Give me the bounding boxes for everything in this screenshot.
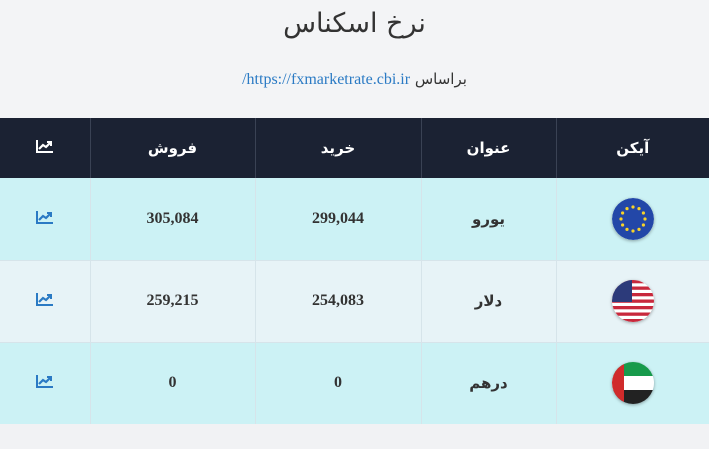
column-header-buy: خرید [254, 118, 421, 178]
table-header-row: آیکن عنوان خرید فروش [0, 118, 709, 178]
currency-name: یورو [420, 178, 556, 261]
source-link[interactable]: https://fxmarketrate.cbi.ir/ [242, 71, 411, 88]
footer-strip [0, 424, 709, 449]
sell-rate: 305,084 [89, 178, 255, 261]
column-header-sell: فروش [89, 118, 255, 178]
chart-cell [0, 342, 90, 425]
buy-rate: 299,044 [254, 178, 421, 261]
sell-rate: 259,215 [89, 260, 255, 343]
page-title: نرخ اسکناس [283, 8, 426, 39]
currency-icon-cell [555, 260, 709, 343]
source-prefix: براساس [414, 70, 467, 88]
currency-icon-cell [555, 342, 709, 425]
eu-flag-icon [611, 197, 654, 240]
sell-rate: 0 [89, 342, 255, 425]
currency-icon-cell [555, 178, 709, 261]
chart-line-icon[interactable] [35, 374, 54, 392]
chart-line-icon[interactable] [35, 292, 54, 310]
currency-name: دلار [420, 260, 556, 343]
currency-name: درهم [420, 342, 556, 425]
table-row: یورو 299,044 305,084 [0, 178, 709, 261]
chart-cell [0, 260, 90, 343]
column-header-title: عنوان [420, 118, 556, 178]
buy-rate: 0 [254, 342, 421, 425]
buy-rate: 254,083 [254, 260, 421, 343]
rates-table: آیکن عنوان خرید فروش [0, 118, 709, 425]
source-line: براساس https://fxmarketrate.cbi.ir/ [0, 70, 709, 89]
column-header-chart [0, 118, 90, 178]
table-row: درهم 0 0 [0, 342, 709, 425]
table-row: دلار 254,083 259,215 [0, 260, 709, 343]
chart-cell [0, 178, 90, 261]
page-header: نرخ اسکناس براساس https://fxmarketrate.c… [0, 0, 709, 118]
us-flag-icon [611, 280, 654, 322]
chart-line-icon [35, 139, 54, 157]
uae-flag-icon [611, 362, 654, 404]
chart-line-icon[interactable] [35, 210, 54, 228]
column-header-icon: آیکن [555, 118, 709, 178]
